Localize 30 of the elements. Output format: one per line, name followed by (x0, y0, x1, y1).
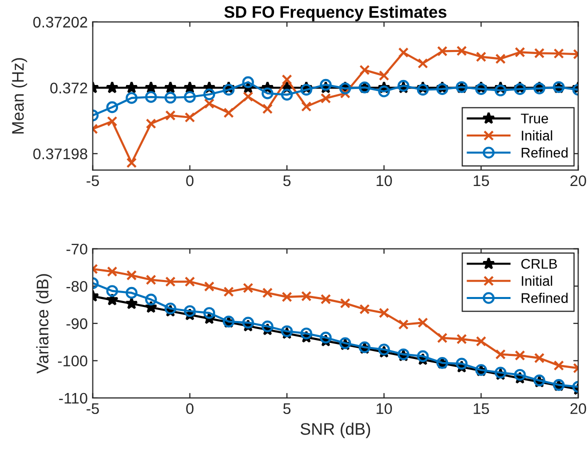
y-tick-label: 0.37198 (33, 148, 88, 160)
chart-title: SD FO Frequency Estimates (224, 6, 446, 22)
y-tick-label: 0.372 (50, 82, 88, 94)
legend-label: Initial (522, 276, 552, 286)
x-tick-label: 10 (376, 175, 392, 186)
legend-label: CRLB (521, 258, 557, 269)
x-tick-label: 15 (474, 403, 489, 414)
x-tick-label: 20 (570, 403, 586, 414)
x-tick-label: 10 (376, 403, 392, 414)
y-tick-label: -110 (59, 392, 88, 404)
y-axis-title: Variance (dB) (36, 274, 52, 374)
y-axis-title: Mean (Hz) (12, 58, 28, 134)
x-tick-label: 0 (186, 175, 194, 186)
x-tick-label: 5 (283, 176, 291, 186)
x-tick-label: -5 (86, 176, 99, 186)
x-axis-title: SNR (dB) (300, 422, 370, 438)
y-tick-label: -100 (58, 356, 88, 366)
y-tick-label: -90 (66, 318, 88, 330)
legend-label: Refined (522, 147, 568, 158)
y-tick-label: -70 (66, 244, 88, 255)
legend-label: True (520, 114, 548, 124)
y-tick-label: 0.37202 (33, 16, 88, 28)
legend-label: Initial (522, 130, 552, 141)
y-tick-label: -80 (66, 280, 88, 292)
x-tick-label: 20 (570, 175, 586, 186)
x-tick-label: 0 (186, 403, 194, 414)
x-tick-label: 5 (283, 403, 291, 414)
legend-label: Refined (522, 292, 568, 303)
x-tick-label: 15 (474, 176, 489, 186)
x-tick-label: -5 (86, 403, 99, 414)
